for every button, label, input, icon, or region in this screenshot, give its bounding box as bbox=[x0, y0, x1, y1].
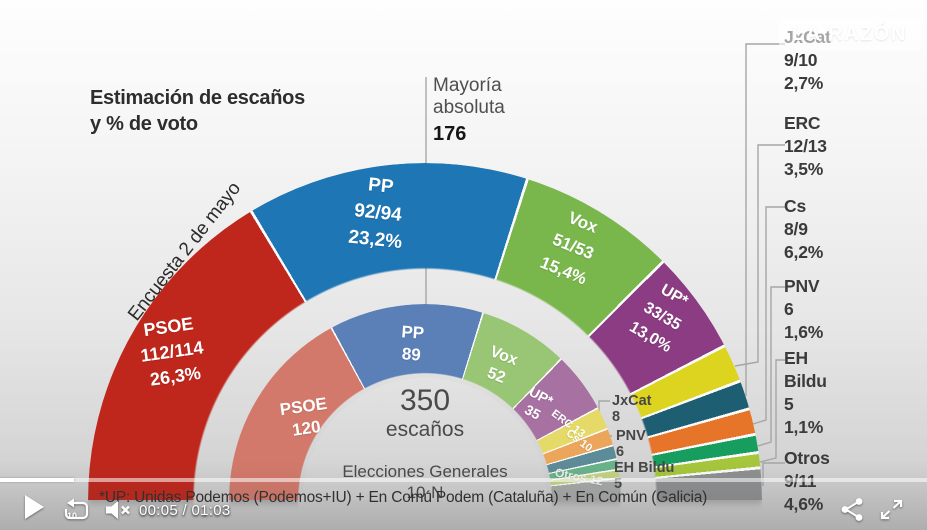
callout-pnv: PNV 6 bbox=[616, 428, 646, 460]
majority-value: 176 bbox=[433, 123, 467, 145]
chart-title-line2: y % de voto bbox=[90, 113, 198, 135]
footnote: *UP: Unidas Podemos (Podemos+IU) + En Co… bbox=[99, 489, 708, 506]
progress-played bbox=[0, 478, 75, 482]
la-razon-watermark: LA RAZÓN bbox=[779, 18, 920, 50]
legend-cs: Cs 8/9 6,2% bbox=[784, 196, 824, 262]
total-seats: 350 bbox=[399, 384, 451, 417]
legend-pnv: PNV 6 1,6% bbox=[784, 276, 824, 342]
legend-otros: Otros 9/11 4,6% bbox=[784, 448, 830, 514]
progress-bar[interactable] bbox=[0, 478, 927, 482]
callout-eh-bildu: EH Bildu 5 bbox=[614, 460, 675, 492]
svg-text:10: 10 bbox=[67, 511, 77, 521]
share-icon[interactable] bbox=[839, 497, 865, 522]
legend-eh-bildu: EH Bildu 5 1,1% bbox=[784, 348, 827, 437]
replay-10-icon[interactable]: 10 bbox=[64, 498, 90, 522]
election-date: 10-N bbox=[406, 483, 444, 502]
play-button[interactable] bbox=[25, 495, 44, 519]
time-display: 00:05 / 01:03 bbox=[139, 502, 231, 519]
inner-label-psoe: PSOE 120 bbox=[278, 393, 329, 440]
center-caption: 350 escaños Elecciones Generales 10-N bbox=[295, 385, 555, 503]
mute-icon[interactable] bbox=[105, 500, 133, 520]
chart-title-line1: Estimación de escaños bbox=[90, 87, 305, 109]
legend-erc: ERC 12/13 3,5% bbox=[784, 113, 827, 179]
chart-title: Estimación de escaños y % de voto bbox=[90, 85, 305, 137]
election-name: Elecciones Generales bbox=[342, 462, 508, 481]
inner-label-pp: PP 89 bbox=[400, 322, 425, 365]
callout-jxcat: JxCat 8 bbox=[612, 393, 652, 425]
fullscreen-icon[interactable] bbox=[879, 498, 904, 521]
majority-line2: absoluta bbox=[433, 97, 505, 118]
outer-label-psoe: PSOE 112/114 26,3% bbox=[139, 313, 205, 390]
total-seats-unit: escaños bbox=[385, 418, 465, 441]
outer-label-pp: PP 92/94 23,2% bbox=[347, 174, 404, 254]
majority-line1: Mayoría bbox=[433, 75, 502, 96]
majority-label: Mayoría absoluta 176 bbox=[433, 75, 505, 145]
